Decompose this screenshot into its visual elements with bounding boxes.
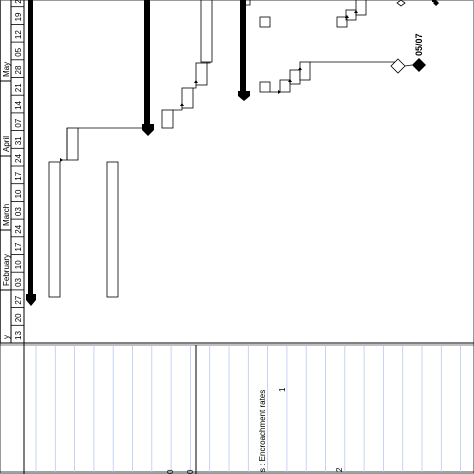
task-row-label: s : Encroachment rates: [258, 390, 267, 472]
week-label-5: 17: [14, 242, 23, 251]
row-number-1: 1: [278, 387, 287, 392]
task-box-1[interactable]: [259, 81, 271, 93]
task-bar-8[interactable]: [279, 79, 291, 93]
month-label-4: May: [2, 62, 11, 77]
summary-bar-1[interactable]: [28, 0, 33, 296]
link-arrows: [60, 10, 358, 162]
task-bar-7[interactable]: [200, 0, 213, 63]
week-label-16: 05: [14, 47, 23, 56]
week-label-2: 27: [14, 295, 23, 304]
week-label-11: 31: [14, 136, 23, 145]
week-label-4: 10: [14, 260, 23, 269]
row-number-2: 2: [335, 467, 344, 472]
week-label-1: 20: [14, 313, 23, 322]
milestone-outline-top[interactable]: [396, 0, 406, 7]
summary-bar-1-end: [26, 294, 36, 306]
task-bar-6[interactable]: [195, 62, 208, 86]
task-box-2[interactable]: [259, 16, 271, 28]
task-box-3[interactable]: [336, 16, 348, 28]
week-label-8: 10: [14, 189, 23, 198]
milestone-label: 05/07: [414, 33, 424, 56]
gantt-bars: 05/07: [26, 0, 439, 306]
task-bar-11[interactable]: [355, 0, 367, 16]
cut-label-1: 0: [166, 469, 175, 474]
summary-task-label: s : Encroachment rates: [258, 390, 267, 472]
month-label-3: April: [2, 136, 11, 152]
week-label-17: 12: [14, 30, 23, 39]
task-bar-1[interactable]: [48, 161, 61, 298]
summary-bar-3[interactable]: [240, 0, 246, 94]
week-label-12: 07: [14, 118, 23, 127]
task-box-4[interactable]: [345, 9, 357, 21]
task-bar-5[interactable]: [181, 87, 194, 109]
week-label-13: 14: [14, 100, 23, 109]
task-bar-4[interactable]: [161, 109, 174, 129]
task-bar-2[interactable]: [106, 161, 119, 298]
week-label-10: 24: [14, 154, 23, 163]
milestone-diamond-top[interactable]: [433, 0, 439, 6]
summary-bar-2-end: [142, 124, 154, 136]
week-label-7: 03: [14, 207, 23, 216]
milestone-diamond[interactable]: [412, 58, 426, 72]
week-label-15: 28: [14, 65, 23, 74]
week-label-19: 26: [14, 0, 23, 4]
summary-bar-3-end: [238, 91, 250, 101]
month-label-1: February: [2, 254, 11, 286]
task-bar-3[interactable]: [66, 127, 79, 161]
week-label-14: 21: [14, 83, 23, 92]
week-label-6: 24: [14, 224, 23, 233]
milestone-outline[interactable]: [390, 58, 406, 74]
month-label-0: y: [2, 335, 11, 339]
week-label-18: 19: [14, 12, 23, 21]
task-bar-10[interactable]: [299, 61, 311, 81]
task-bar-12[interactable]: [432, 0, 436, 2]
week-label-0: 13: [14, 331, 23, 340]
summary-bar-2[interactable]: [144, 0, 150, 127]
task-table: s : Encroachment rates 1 2 0 0: [0, 342, 474, 474]
week-label-9: 17: [14, 171, 23, 180]
week-label-3: 03: [14, 277, 23, 286]
month-label-2: March: [2, 204, 11, 226]
cut-label-2: 0: [186, 469, 195, 474]
